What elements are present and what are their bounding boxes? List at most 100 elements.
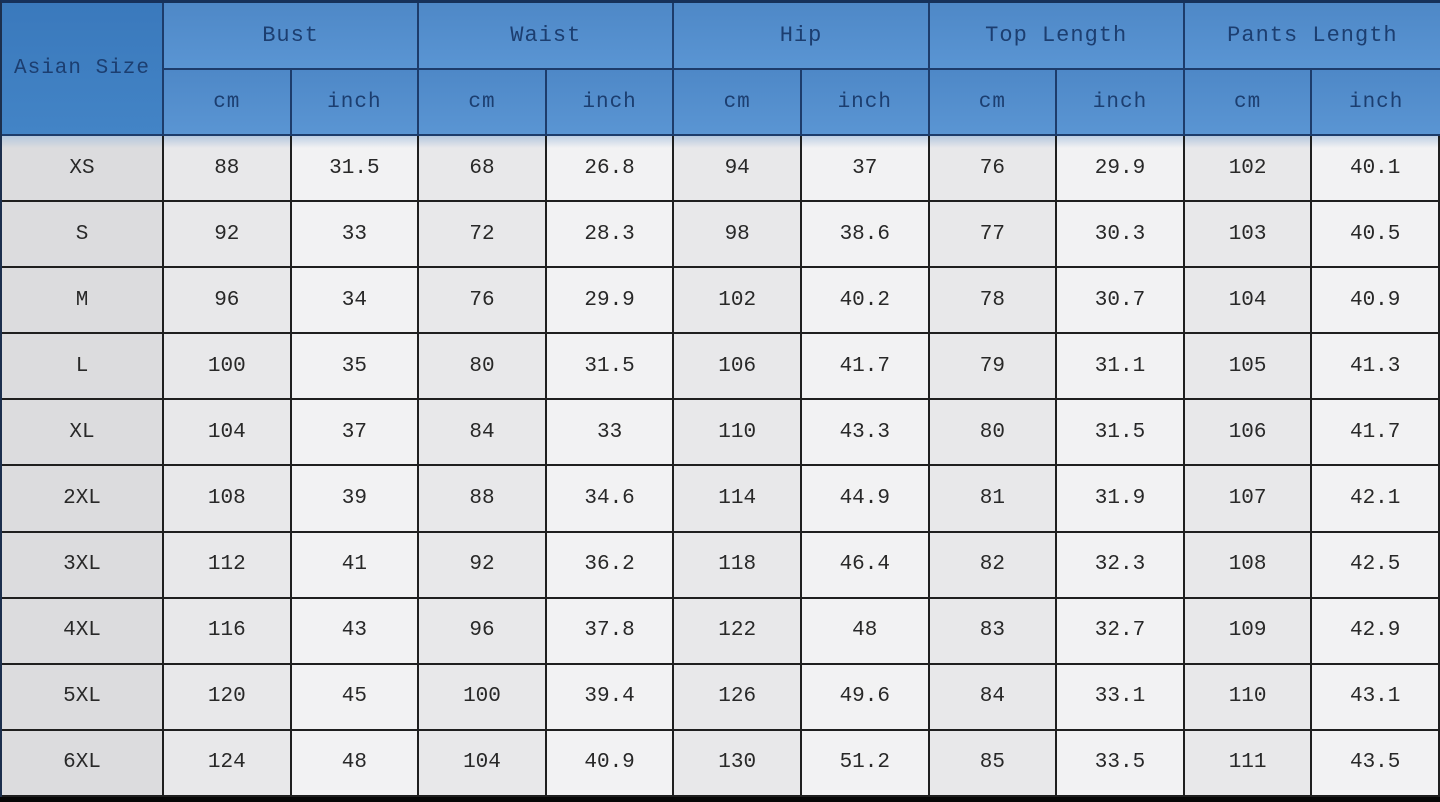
value-cell: 34 bbox=[291, 268, 420, 335]
value-cell: 80 bbox=[419, 334, 547, 401]
size-cell-s: S bbox=[2, 202, 164, 269]
value-cell: 108 bbox=[1184, 532, 1313, 599]
value-cell: 109 bbox=[1184, 598, 1313, 665]
value-cell: 43.3 bbox=[801, 400, 930, 467]
value-cell: 96 bbox=[164, 268, 292, 335]
value-cell: 34.6 bbox=[546, 466, 675, 533]
value-cell: 39 bbox=[291, 466, 420, 533]
unit-header-cm: cm bbox=[164, 70, 292, 136]
value-cell: 104 bbox=[164, 400, 292, 467]
value-cell: 38.6 bbox=[801, 202, 930, 269]
value-cell: 118 bbox=[674, 532, 802, 599]
value-cell: 37 bbox=[801, 136, 930, 203]
value-cell: 31.5 bbox=[291, 136, 420, 203]
value-cell: 76 bbox=[419, 268, 547, 335]
unit-header-inch: inch bbox=[1057, 70, 1185, 136]
value-cell: 100 bbox=[419, 664, 547, 731]
value-cell: 88 bbox=[164, 136, 292, 203]
value-cell: 44.9 bbox=[801, 466, 930, 533]
value-cell: 102 bbox=[674, 268, 802, 335]
group-header-pants-length: Pants Length bbox=[1184, 3, 1440, 70]
size-cell-m: M bbox=[2, 268, 164, 335]
value-cell: 31.5 bbox=[546, 334, 675, 401]
size-cell-xl: XL bbox=[2, 400, 164, 467]
unit-header-inch: inch bbox=[546, 70, 675, 136]
value-cell: 37.8 bbox=[546, 598, 675, 665]
value-cell: 40.5 bbox=[1312, 202, 1440, 269]
value-cell: 46.4 bbox=[801, 532, 930, 599]
value-cell: 41.7 bbox=[801, 334, 930, 401]
value-cell: 41.3 bbox=[1312, 334, 1440, 401]
value-cell: 32.7 bbox=[1057, 598, 1185, 665]
value-cell: 48 bbox=[801, 598, 930, 665]
value-cell: 39.4 bbox=[546, 664, 675, 731]
value-cell: 33.5 bbox=[1057, 730, 1185, 797]
value-cell: 42.1 bbox=[1312, 466, 1440, 533]
value-cell: 108 bbox=[164, 466, 292, 533]
value-cell: 126 bbox=[674, 664, 802, 731]
group-header-hip: Hip bbox=[674, 3, 930, 70]
value-cell: 43.1 bbox=[1312, 664, 1440, 731]
value-cell: 81 bbox=[929, 466, 1058, 533]
group-header-top-length: Top Length bbox=[929, 3, 1185, 70]
value-cell: 49.6 bbox=[801, 664, 930, 731]
corner-header-asian-size: Asian Size bbox=[2, 3, 164, 136]
value-cell: 35 bbox=[291, 334, 420, 401]
value-cell: 106 bbox=[674, 334, 802, 401]
value-cell: 88 bbox=[419, 466, 547, 533]
value-cell: 105 bbox=[1184, 334, 1313, 401]
size-cell-3xl: 3XL bbox=[2, 532, 164, 599]
value-cell: 83 bbox=[929, 598, 1058, 665]
value-cell: 79 bbox=[929, 334, 1058, 401]
value-cell: 40.1 bbox=[1312, 136, 1440, 203]
value-cell: 85 bbox=[929, 730, 1058, 797]
value-cell: 92 bbox=[419, 532, 547, 599]
value-cell: 96 bbox=[419, 598, 547, 665]
value-cell: 112 bbox=[164, 532, 292, 599]
value-cell: 33 bbox=[291, 202, 420, 269]
value-cell: 78 bbox=[929, 268, 1058, 335]
value-cell: 122 bbox=[674, 598, 802, 665]
value-cell: 80 bbox=[929, 400, 1058, 467]
value-cell: 106 bbox=[1184, 400, 1313, 467]
value-cell: 40.9 bbox=[546, 730, 675, 797]
value-cell: 29.9 bbox=[1057, 136, 1185, 203]
value-cell: 37 bbox=[291, 400, 420, 467]
value-cell: 120 bbox=[164, 664, 292, 731]
size-cell-2xl: 2XL bbox=[2, 466, 164, 533]
value-cell: 33 bbox=[546, 400, 675, 467]
unit-header-cm: cm bbox=[929, 70, 1058, 136]
value-cell: 36.2 bbox=[546, 532, 675, 599]
value-cell: 104 bbox=[419, 730, 547, 797]
value-cell: 116 bbox=[164, 598, 292, 665]
value-cell: 84 bbox=[419, 400, 547, 467]
value-cell: 51.2 bbox=[801, 730, 930, 797]
value-cell: 94 bbox=[674, 136, 802, 203]
value-cell: 28.3 bbox=[546, 202, 675, 269]
value-cell: 98 bbox=[674, 202, 802, 269]
size-cell-xs: XS bbox=[2, 136, 164, 203]
value-cell: 43 bbox=[291, 598, 420, 665]
value-cell: 76 bbox=[929, 136, 1058, 203]
value-cell: 77 bbox=[929, 202, 1058, 269]
size-cell-5xl: 5XL bbox=[2, 664, 164, 731]
value-cell: 124 bbox=[164, 730, 292, 797]
value-cell: 72 bbox=[419, 202, 547, 269]
value-cell: 42.5 bbox=[1312, 532, 1440, 599]
unit-header-cm: cm bbox=[419, 70, 547, 136]
value-cell: 130 bbox=[674, 730, 802, 797]
unit-header-cm: cm bbox=[1184, 70, 1313, 136]
value-cell: 48 bbox=[291, 730, 420, 797]
value-cell: 43.5 bbox=[1312, 730, 1440, 797]
value-cell: 110 bbox=[674, 400, 802, 467]
value-cell: 92 bbox=[164, 202, 292, 269]
value-cell: 30.7 bbox=[1057, 268, 1185, 335]
value-cell: 104 bbox=[1184, 268, 1313, 335]
value-cell: 42.9 bbox=[1312, 598, 1440, 665]
unit-header-cm: cm bbox=[674, 70, 802, 136]
value-cell: 68 bbox=[419, 136, 547, 203]
value-cell: 40.2 bbox=[801, 268, 930, 335]
value-cell: 41 bbox=[291, 532, 420, 599]
